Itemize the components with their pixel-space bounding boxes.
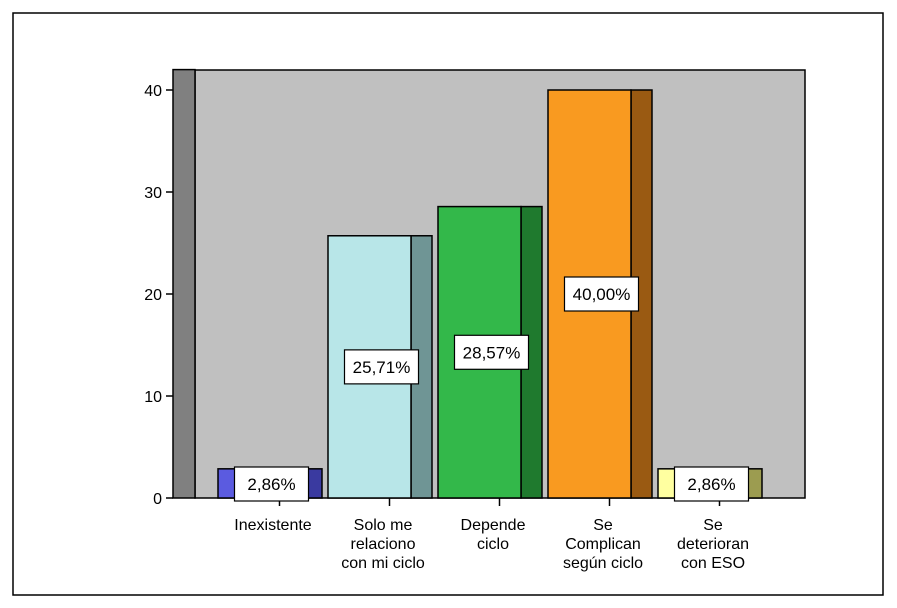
data-label: 2,86%: [687, 475, 735, 494]
category-label-line: según ciclo: [563, 555, 643, 572]
category-label: Depende ciclo: [461, 517, 526, 553]
data-label: 40,00%: [573, 285, 631, 304]
category-label: Inexistente: [234, 517, 311, 534]
category-label: Solo me relaciono con mi ciclo: [341, 517, 425, 572]
y-tick-label: 0: [153, 491, 162, 508]
y-tick-label: 20: [144, 287, 162, 304]
data-label: 28,57%: [463, 343, 521, 362]
data-label-box: [563, 276, 640, 312]
category-label: Se Complican según ciclo: [563, 517, 643, 572]
data-label-box: [343, 349, 420, 385]
axis-wall: [172, 68, 196, 499]
category-label-line: Se: [703, 517, 723, 534]
category-label-line: Depende: [461, 517, 526, 534]
data-label: 2,86%: [247, 475, 295, 494]
category-label-line: Inexistente: [234, 517, 311, 534]
category-label-line: Complican: [565, 536, 641, 553]
y-tick-label: 30: [144, 185, 162, 202]
category-label-line: Se: [593, 517, 613, 534]
category-label-line: ciclo: [477, 536, 509, 553]
data-label-box: [453, 334, 530, 370]
y-tick-label: 10: [144, 389, 162, 406]
category-label-line: deterioran: [677, 536, 749, 553]
data-label-box: [673, 466, 750, 502]
category-label-line: con mi ciclo: [341, 555, 425, 572]
data-label-box: [233, 466, 310, 502]
y-tick-label: 40: [144, 83, 162, 100]
category-label-line: relaciono: [351, 536, 416, 553]
category-label: Se deterioran con ESO: [677, 517, 749, 572]
category-label-line: Solo me: [354, 517, 413, 534]
data-label: 25,71%: [353, 358, 411, 377]
category-label-line: con ESO: [681, 555, 745, 572]
